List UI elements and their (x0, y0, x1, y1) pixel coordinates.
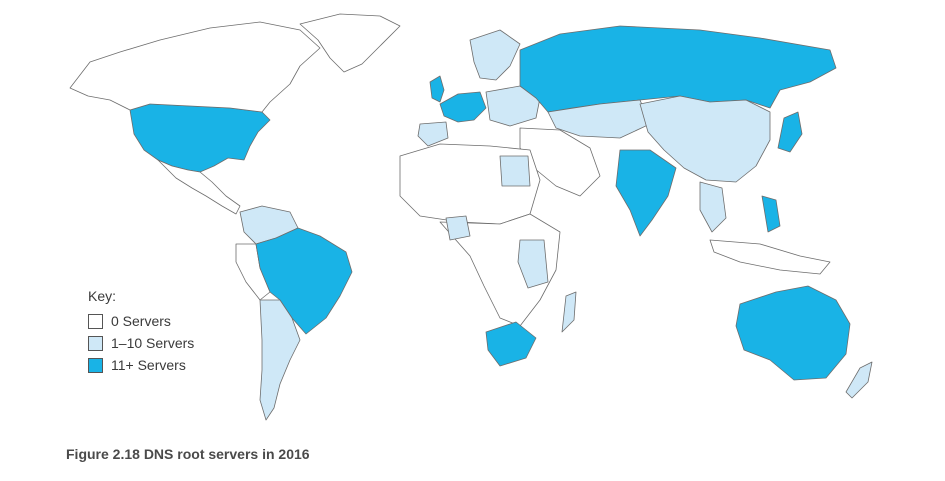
legend-swatch-low (88, 335, 103, 351)
country-egypt (499, 155, 531, 187)
legend-label: 11+ Servers (111, 357, 186, 373)
figure-caption-text: DNS root servers in 2016 (143, 446, 310, 462)
legend-label: 1–10 Servers (111, 335, 195, 351)
country-australia (735, 285, 851, 381)
country-nigeria (445, 215, 471, 241)
country-brazil (255, 227, 353, 335)
country-indonesia (709, 239, 831, 275)
country-india (615, 149, 677, 237)
legend-label: 0 Servers (111, 313, 171, 329)
country-scandinavia (469, 29, 521, 81)
legend-title: Key: (88, 288, 117, 304)
country-canada (69, 21, 321, 113)
country-mexico (157, 159, 241, 215)
legend-item-high: 11+ Servers (88, 354, 194, 376)
country-madagascar (561, 291, 577, 333)
figure-caption: Figure 2.18 DNS root servers in 2016 (66, 446, 310, 462)
country-kenya-tanzania (517, 239, 549, 289)
country-greenland (299, 13, 401, 73)
country-uk (429, 75, 445, 103)
country-kazakhstan (547, 99, 651, 139)
legend-swatch-high (88, 357, 103, 373)
legend-item-low: 1–10 Servers (88, 332, 194, 354)
country-se-asia (699, 181, 727, 233)
country-argentina-chile (259, 299, 301, 421)
legend-item-zero: 0 Servers (88, 310, 194, 332)
country-spain (417, 121, 449, 147)
country-philippines (761, 195, 781, 233)
figure-caption-label: Figure 2.18 (66, 446, 140, 462)
map-legend: Key: 0 Servers 1–10 Servers 11+ Servers (88, 288, 194, 376)
country-new-zealand (845, 361, 873, 399)
country-south-africa (485, 321, 537, 367)
country-japan (777, 111, 803, 153)
country-usa (129, 103, 271, 173)
country-france-germany (439, 91, 487, 123)
legend-swatch-zero (88, 313, 103, 329)
country-china (639, 95, 771, 183)
